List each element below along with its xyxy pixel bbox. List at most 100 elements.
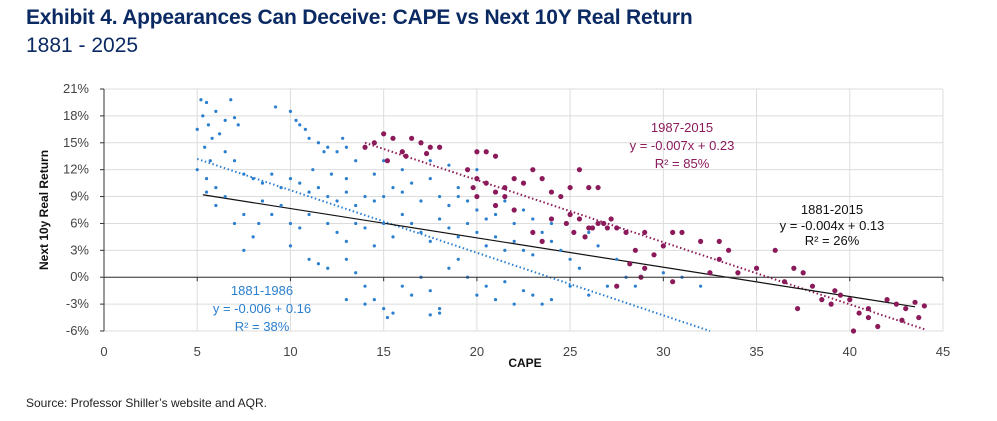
data-point-1987-2015 [558,193,564,200]
data-point-1987-2015 [423,150,430,157]
data-point-1987-2015 [403,153,409,159]
data-point-1881-1986 [549,221,554,226]
data-point-1987-2015 [390,135,396,141]
data-point-1881-1986 [363,194,367,199]
data-point-1987-2015 [707,270,713,276]
data-point-1987-2015 [530,229,536,236]
data-point-1881-1986 [329,172,334,176]
data-point-1881-1986 [242,248,246,252]
data-point-1881-1986 [195,168,199,172]
y-tick-label: 12% [63,162,89,177]
data-point-1987-2015 [856,310,862,316]
data-point-1881-1986 [204,177,209,181]
data-point-1881-1986 [521,248,526,252]
y-tick-label: 15% [63,135,89,150]
data-point-1881-1986 [303,127,307,131]
data-point-1881-1986 [531,293,535,297]
data-point-1881-1986 [307,212,311,217]
data-point-1987-2015 [837,292,844,298]
data-point-1881-1986 [447,203,451,208]
data-point-1987-2015 [794,305,801,312]
data-point-1881-1986 [326,145,330,149]
data-point-1881-1986 [587,230,591,235]
data-point-1987-2015 [595,220,601,227]
data-point-1881-1986 [307,190,311,194]
data-point-1881-1986 [568,257,572,261]
data-point-1881-1986 [335,199,339,203]
data-point-1987-2015 [520,180,527,186]
data-point-1881-1986 [232,221,237,226]
data-point-1987-2015 [847,297,853,303]
data-point-1881-1986 [438,306,442,311]
data-point-1881-1986 [391,235,395,239]
data-point-1881-1986 [596,244,600,248]
annotation-equation: y = -0.006 + 0.16 [213,301,311,316]
data-point-1881-1986 [400,212,404,217]
data-point-1881-1986 [633,284,637,288]
data-point-1881-1986 [391,185,395,190]
data-point-1881-1986 [465,221,470,226]
data-point-1987-2015 [850,328,857,334]
data-point-1987-2015 [589,225,596,231]
data-point-1881-1986 [372,172,376,176]
data-point-1987-2015 [716,256,722,262]
y-tick-label: 3% [70,242,89,257]
data-point-1881-1986 [531,253,535,257]
data-point-1881-1986 [251,235,255,239]
data-point-1881-1986 [540,302,544,306]
data-point-1881-1986 [438,194,442,199]
tick-labels: 0 5 10 15 20 25 30 35 40 45 -6% -3% 0% 3% 6% 9% 12% 15% 18… [63,81,950,359]
data-point-1881-1986 [242,212,246,217]
data-point-1881-1986 [385,315,389,320]
y-tick-label: -6% [66,323,90,338]
x-tick-label: 5 [194,344,201,359]
data-point-1881-1986 [559,248,563,252]
data-point-1881-1986 [288,109,293,114]
data-point-1881-1986 [363,226,367,230]
x-tick-label: 30 [656,344,670,359]
data-point-1987-2015 [642,265,648,271]
data-point-1881-1986 [223,194,227,199]
data-point-1987-2015 [819,297,825,303]
y-tick-label: 6% [70,215,89,230]
data-point-1881-1986 [344,145,348,149]
data-point-1881-1986 [210,136,214,140]
data-point-1881-1986 [316,141,321,145]
data-point-1987-2015 [601,220,607,227]
data-point-1987-2015 [921,303,927,309]
data-point-1881-1986 [204,190,209,194]
data-point-1881-1986 [447,226,451,230]
data-point-1881-1986 [391,311,395,315]
data-point-1881-1986 [298,123,302,127]
data-point-1987-2015 [492,153,499,159]
data-point-1987-2015 [511,207,517,213]
data-point-1881-1986 [456,257,460,261]
data-point-1881-1986 [521,208,526,212]
data-point-1987-2015 [660,243,666,249]
chart-title: Exhibit 4. Appearances Can Deceive: CAPE… [26,6,693,29]
data-point-1987-2015 [427,144,433,150]
data-point-1881-1986 [363,302,367,306]
data-point-1881-1986 [419,230,423,235]
data-point-1881-1986 [512,221,516,226]
data-point-1987-2015 [409,135,415,141]
data-point-1881-1986 [298,226,302,230]
data-point-1987-2015 [437,144,443,150]
data-point-1881-1986 [512,239,516,243]
data-point-1881-1986 [428,313,432,317]
data-point-1881-1986 [354,271,358,275]
data-point-1881-1986 [251,177,255,181]
data-point-1987-2015 [381,131,387,137]
data-point-1987-2015 [916,314,922,321]
data-point-1881-1986 [288,221,293,226]
data-point-1987-2015 [492,189,499,195]
data-point-1987-2015 [875,323,881,330]
x-tick-label: 10 [283,344,297,359]
data-point-1881-1986 [298,181,302,185]
data-point-1987-2015 [679,229,685,236]
annotation-r2: R² = 26% [805,233,860,248]
data-point-1881-1986 [260,181,265,185]
data-point-1881-1986 [232,159,237,163]
data-point-1881-1986 [335,150,339,154]
axes [100,88,944,332]
